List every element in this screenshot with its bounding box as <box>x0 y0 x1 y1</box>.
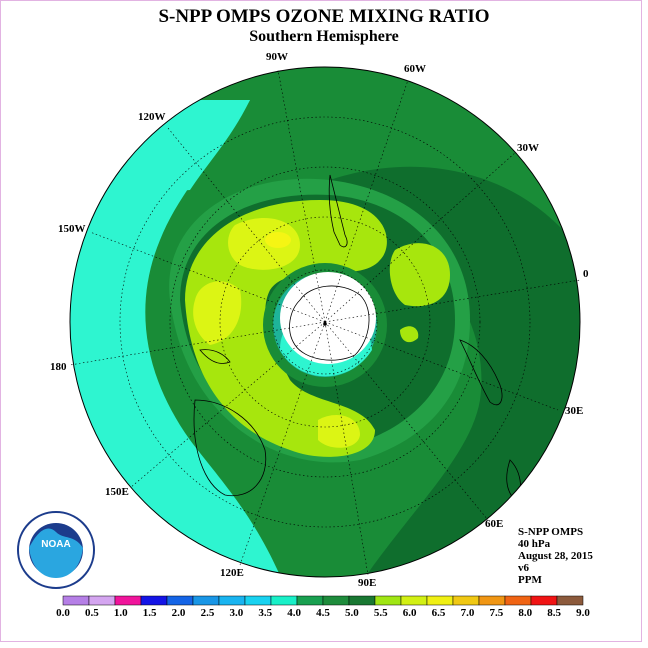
colorbar-tick-label: 4.5 <box>316 607 330 619</box>
colorbar-bin <box>140 595 168 606</box>
colorbar-tick-label: 7.5 <box>489 607 503 619</box>
colorbar-tick-label: 3.0 <box>229 607 243 619</box>
colorbar-tick-label: 7.0 <box>461 607 475 619</box>
info-instrument: S-NPP OMPS <box>518 526 584 538</box>
meridian-120w <box>167 127 326 323</box>
colorbar-bin <box>426 595 454 606</box>
colorbar-tick-label: 0.0 <box>56 607 70 619</box>
colorbar-bin <box>114 595 142 606</box>
colorbar-bin <box>348 595 376 606</box>
meridian-90w <box>277 69 326 323</box>
map-boundary <box>69 66 581 578</box>
colorbar-tick-label: 0.5 <box>85 607 99 619</box>
lat-circle-4 <box>119 116 531 528</box>
info-level: 40 hPa <box>518 538 551 550</box>
colorbar-tick-label: 4.0 <box>287 607 301 619</box>
colorbar-tick-label: 6.0 <box>403 607 417 619</box>
noaa-logo-text: NOAA <box>41 539 70 550</box>
meridian-180 <box>69 321 326 366</box>
meridian-120e <box>239 321 326 566</box>
colorbar-bin <box>322 595 350 606</box>
field-max-spot <box>265 232 291 248</box>
field-yellow-patch-2 <box>193 281 242 345</box>
antarctica-outline <box>289 285 370 361</box>
colorbar-bin <box>452 595 480 606</box>
lon-label-120e: 120E <box>220 567 244 579</box>
lon-label-0: 0 <box>583 268 589 280</box>
lat-circle-3 <box>169 166 481 478</box>
africa-outline <box>459 339 503 406</box>
colorbar-tick-label: 5.0 <box>345 607 359 619</box>
colorbar-tick-label: 8.5 <box>547 607 561 619</box>
lon-label-120w: 120W <box>138 111 166 123</box>
colorbar-bin <box>244 595 272 606</box>
colorbar-bin <box>166 595 194 606</box>
meridian-30w <box>324 151 517 323</box>
lon-label-180: 180 <box>50 361 67 373</box>
info-version: v6 <box>518 562 529 574</box>
meridian-60w <box>324 79 409 323</box>
noaa-logo-gull <box>29 528 83 578</box>
info-units: PPM <box>518 574 542 586</box>
field-yellowgreen-small <box>400 326 419 343</box>
colorbar-tick-label: 2.0 <box>172 607 186 619</box>
map-title: S-NPP OMPS OZONE MIXING RATIO <box>158 6 490 27</box>
lon-label-90w: 90W <box>266 51 288 63</box>
colorbar-bin <box>374 595 402 606</box>
colorbar-tick-label: 8.0 <box>518 607 532 619</box>
colorbar-tick-label: 6.5 <box>432 607 446 619</box>
colorbar-bin <box>270 595 298 606</box>
meridian-90e <box>324 321 369 576</box>
lon-label-60e: 60E <box>485 518 503 530</box>
colorbar: 0.0 0.5 1.0 1.5 2.0 2.5 3.0 3.5 4.0 4.5 5.0 5.5 6.0 6… <box>56 595 590 619</box>
lon-label-150e: 150E <box>105 486 129 498</box>
meridian-150e <box>129 321 326 489</box>
lat-circle-2 <box>219 216 431 428</box>
lon-label-150w: 150W <box>58 223 86 235</box>
colorbar-tick-label: 3.5 <box>258 607 272 619</box>
colorbar-bin <box>88 595 116 606</box>
colorbar-tick-label: 1.0 <box>114 607 128 619</box>
colorbar-bin <box>400 595 428 606</box>
lon-label-30e: 30E <box>565 405 583 417</box>
field-yellowgreen-east <box>389 243 450 307</box>
colorbar-bin <box>530 595 558 606</box>
colorbar-bin <box>62 595 90 606</box>
south-america-outline <box>328 174 348 248</box>
noaa-logo: NOAA <box>17 511 95 589</box>
lon-label-30w: 30W <box>517 142 539 154</box>
colorbar-tick-label: 9.0 <box>576 607 590 619</box>
colorbar-bin <box>218 595 246 606</box>
colorbar-bin <box>504 595 532 606</box>
colorbar-bin <box>556 595 584 606</box>
colorbar-bin <box>296 595 324 606</box>
map-subtitle: Southern Hemisphere <box>249 28 399 45</box>
meridian-60e <box>324 321 489 521</box>
colorbar-bin <box>478 595 506 606</box>
lon-label-60w: 60W <box>404 63 426 75</box>
meridian-0 <box>324 279 581 323</box>
colorbar-tick-label: 1.5 <box>143 607 157 619</box>
field-yellow-patch-1 <box>228 217 300 270</box>
meridian-30e <box>324 321 559 411</box>
info-date: August 28, 2015 <box>518 550 593 562</box>
field-yellow-patch-3 <box>318 415 360 448</box>
colorbar-bin <box>192 595 220 606</box>
lat-circle-1 <box>272 269 378 375</box>
australia-outline <box>193 399 267 497</box>
colorbar-tick-label: 2.5 <box>201 607 215 619</box>
colorbar-tick-label: 5.5 <box>374 607 388 619</box>
south-pole-marker <box>323 322 327 326</box>
graticule <box>69 69 581 576</box>
lon-label-90e: 90E <box>358 577 376 589</box>
map-fields <box>70 67 580 577</box>
new-zealand-outline <box>199 349 231 364</box>
